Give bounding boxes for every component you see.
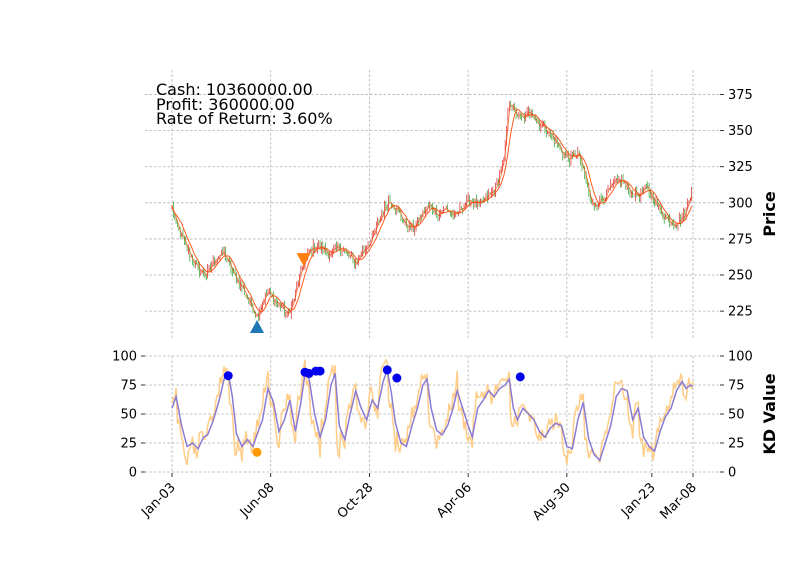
kd-y-tick-label-left: 50 (120, 408, 137, 423)
price-y-tick-label: 375 (728, 88, 753, 103)
signal-markers (223, 253, 525, 457)
overbought-marker (304, 368, 314, 378)
overbought-marker (392, 373, 402, 383)
kd-y-tick-label-left: 0 (129, 466, 137, 481)
kd-y-tick-label-right: 50 (728, 408, 745, 423)
x-tick-label: Jan-23 (618, 480, 659, 521)
x-tick-label: Apr-06 (434, 480, 475, 521)
k-line (171, 358, 694, 466)
cash-text: Cash: 10360000.00 (156, 80, 313, 99)
overbought-marker (315, 366, 325, 376)
info-box: Cash: 10360000.00 Profit: 360000.00 Rate… (156, 80, 333, 128)
x-tick-label: Jan-03 (138, 480, 179, 521)
price-candles (171, 100, 692, 322)
kd-y-tick-label-right: 25 (728, 437, 745, 452)
d-line (171, 366, 694, 462)
price-axis-label: Price (760, 191, 779, 237)
kd-y-tick-label-left: 25 (120, 437, 137, 452)
return-text: Rate of Return: 3.60% (156, 109, 333, 128)
x-tick-label: Oct-28 (335, 480, 377, 522)
x-tick-label: Aug-30 (530, 480, 574, 524)
kd-lines (171, 358, 694, 466)
kd-y-tick-label-right: 75 (728, 379, 745, 394)
kd-y-tick-label-right: 100 (728, 350, 753, 365)
price-y-tick-label: 275 (728, 232, 753, 247)
price-moving-averages (171, 104, 693, 316)
kd-y-tick-label-left: 100 (112, 350, 137, 365)
price-y-tick-label: 250 (728, 269, 753, 284)
oversold-marker (252, 447, 262, 457)
kd-y-tick-label-left: 75 (120, 379, 137, 394)
price-y-tick-label: 225 (728, 305, 753, 320)
buy-marker (250, 320, 265, 334)
axes: 225 250 275 300 325 350 375 0 0 25 25 50 50 75 75 100 10… (112, 88, 753, 524)
kd-axis-label: KD Value (760, 373, 779, 454)
x-tick-label: Mar-08 (657, 480, 699, 522)
profit-text: Profit: 360000.00 (156, 95, 295, 114)
price-y-tick-label: 300 (728, 196, 753, 211)
overbought-marker (515, 372, 525, 382)
overbought-marker (223, 371, 233, 381)
kd-y-tick-label-right: 0 (728, 466, 736, 481)
price-ma-line (171, 109, 693, 313)
price-y-tick-label: 350 (728, 124, 753, 139)
overbought-marker (382, 365, 392, 375)
x-tick-label: Jun-08 (237, 480, 278, 521)
sell-marker (296, 253, 311, 267)
price-y-tick-label: 325 (728, 160, 753, 175)
price-ma-line (171, 104, 692, 316)
